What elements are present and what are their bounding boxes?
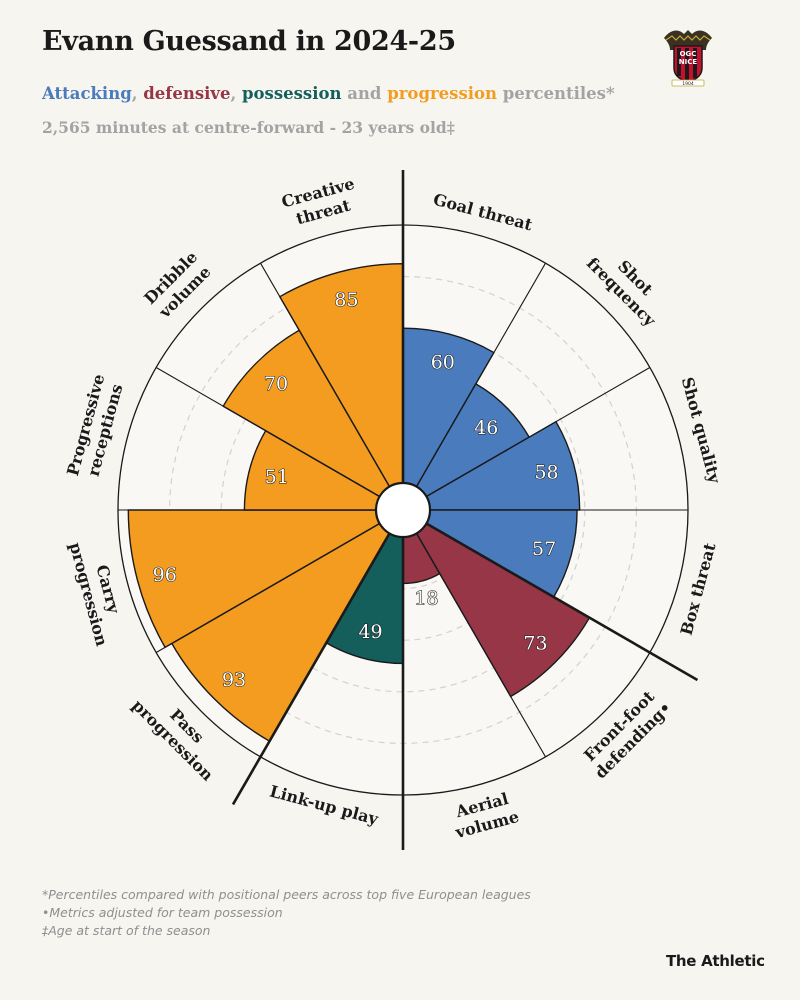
info-line: 2,565 minutes at centre-forward - 23 yea… <box>42 118 455 137</box>
subtitle-progression: progression <box>387 84 498 103</box>
subtitle-possession: possession <box>242 84 342 103</box>
radar-spoke <box>416 262 546 487</box>
subtitle: Attacking, defensive, possession and pro… <box>42 84 615 103</box>
footnote-1: *Percentiles compared with positional pe… <box>42 887 531 902</box>
ogc-nice-crest-logo: OGC NICE 1904 <box>664 30 712 87</box>
subtitle-sep-2: , <box>230 84 243 103</box>
page-title: Evann Guessand in 2024-25 <box>42 26 456 57</box>
subtitle-sep-3: and <box>341 84 388 103</box>
radar-group-divider <box>231 532 391 806</box>
crest-text-2: NICE <box>679 58 698 66</box>
footnote-2: •Metrics adjusted for team possession <box>42 905 283 920</box>
subtitle-rest: percentiles* <box>497 84 615 103</box>
radar-spoke <box>155 367 380 497</box>
radar-center-hole <box>374 481 432 539</box>
subtitle-sep-1: , <box>131 84 144 103</box>
radar-value-label: 51 <box>265 466 289 488</box>
radar-value-label: 18 <box>414 587 438 609</box>
radar-value-label: 60 <box>431 351 455 373</box>
radar-spoke <box>155 523 380 653</box>
radar-spoke <box>260 262 390 487</box>
radar-value-label: 57 <box>532 538 556 560</box>
crest-year: 1904 <box>682 81 694 87</box>
radar-value-label: 73 <box>523 632 547 654</box>
radar-spoke <box>416 533 546 758</box>
crest-text-1: OGC <box>680 50 697 58</box>
radar-value-label: 46 <box>474 417 498 439</box>
subtitle-attacking: Attacking <box>42 84 132 103</box>
footnote-3: ‡Age at start of the season <box>42 923 211 938</box>
the-athletic-logo: The Athletic <box>666 952 765 970</box>
radar-value-label: 93 <box>222 669 246 691</box>
radar-value-label: 96 <box>153 564 177 586</box>
radar-value-label: 85 <box>334 289 358 311</box>
subtitle-defensive: defensive <box>143 84 231 103</box>
footnotes: *Percentiles compared with positional pe… <box>42 886 531 940</box>
radar-value-label: 49 <box>358 621 382 643</box>
radar-spoke <box>426 367 651 497</box>
radar-value-label: 70 <box>264 373 288 395</box>
radar-group-divider <box>425 522 699 682</box>
radar-value-label: 58 <box>534 462 558 484</box>
